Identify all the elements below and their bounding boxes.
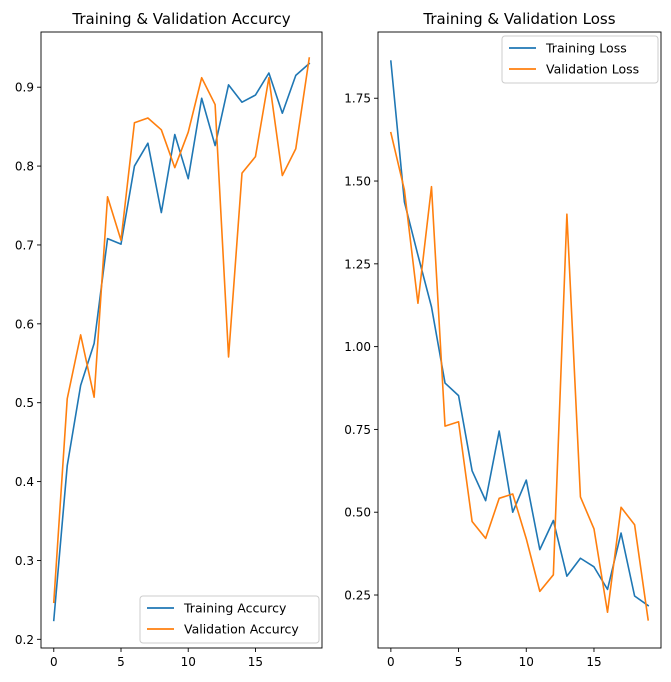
y-tick-label: 1.25 — [344, 257, 371, 271]
y-tick-label: 0.7 — [15, 238, 34, 252]
x-tick-label: 15 — [586, 655, 601, 669]
legend-box — [501, 35, 659, 84]
legend: Training Accurcy Validation Accurcy — [139, 595, 320, 644]
legend: Training Loss Validation Loss — [501, 35, 659, 84]
legend-label: Validation Accurcy — [184, 622, 299, 637]
y-tick-label: 0.8 — [15, 160, 34, 174]
x-tick-label: 0 — [50, 655, 58, 669]
x-tick-label: 15 — [248, 655, 263, 669]
x-tick-label: 10 — [519, 655, 534, 669]
axes-frame — [40, 31, 323, 649]
x-tick-label: 0 — [387, 655, 395, 669]
loss-chart: Training & Validation Loss 0 5 10 15 0.25 0.50… — [344, 10, 662, 669]
x-tick-label: 5 — [117, 655, 125, 669]
chart-title: Training & Validation Loss — [422, 10, 615, 28]
y-tick-label: 0.4 — [15, 475, 34, 489]
y-tick-label: 1.50 — [344, 175, 371, 189]
legend-label: Training Loss — [545, 41, 627, 56]
x-tick-label: 10 — [181, 655, 196, 669]
y-tick-label: 0.9 — [15, 81, 34, 95]
y-tick-label: 0.25 — [344, 589, 371, 603]
x-tick-label: 5 — [455, 655, 463, 669]
axes-frame — [377, 31, 662, 649]
series-line-training-accurcy — [52, 62, 311, 622]
series-line-training-loss — [389, 60, 650, 607]
y-tick-label: 0.50 — [344, 506, 371, 520]
y-tick-label: 1.75 — [344, 92, 371, 106]
y-tick-label: 0.2 — [15, 633, 34, 647]
series-line-validation-loss — [389, 131, 650, 621]
y-tick-label: 0.5 — [15, 396, 34, 410]
series-line-validation-accurcy — [52, 57, 311, 604]
y-tick-label: 0.75 — [344, 423, 371, 437]
accuracy-chart: Training & Validation Accurcy 0 5 10 15 0.2 0.… — [15, 10, 323, 669]
y-tick-label: 1.00 — [344, 340, 371, 354]
chart-title: Training & Validation Accurcy — [71, 10, 290, 28]
y-tick-label: 0.3 — [15, 554, 34, 568]
legend-label: Training Accurcy — [183, 601, 287, 616]
legend-box — [139, 595, 320, 644]
y-tick-label: 0.6 — [15, 317, 34, 331]
legend-label: Validation Loss — [546, 62, 639, 77]
